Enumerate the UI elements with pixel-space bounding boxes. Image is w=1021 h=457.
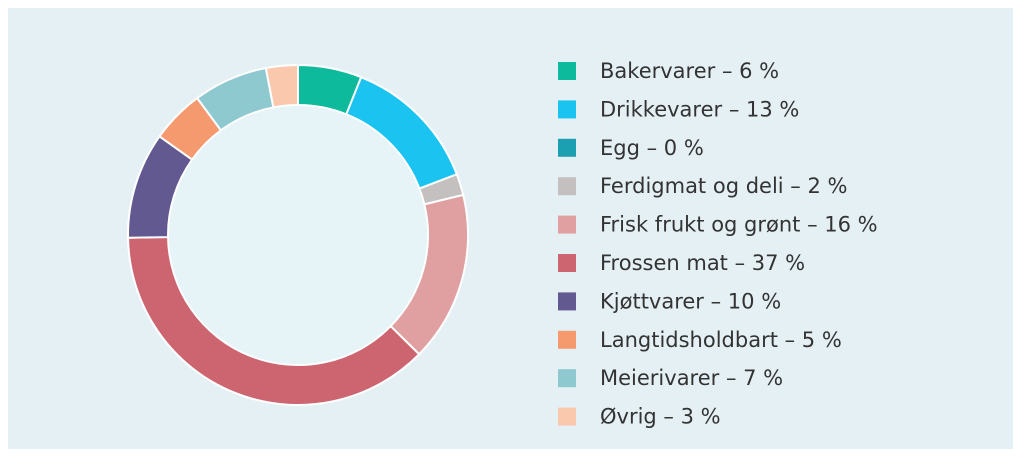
- legend-label: Ferdigmat og deli – 2 %: [600, 174, 847, 198]
- legend-label: Drikkevarer – 13 %: [600, 97, 799, 121]
- legend-label: Bakervarer – 6 %: [600, 59, 779, 83]
- legend-label: Frisk frukt og grønt – 16 %: [600, 213, 878, 237]
- legend-swatch: [558, 330, 576, 349]
- legend-swatch: [558, 177, 576, 196]
- legend-swatch: [558, 407, 576, 426]
- legend-swatch: [558, 369, 576, 388]
- legend-swatch: [558, 100, 576, 119]
- legend-label: Meierivarer – 7 %: [600, 366, 783, 390]
- slice: [264, 63, 299, 109]
- legend-label: Frossen mat – 37 %: [600, 251, 805, 275]
- legend-swatch: [558, 215, 576, 234]
- legend-swatch: [558, 292, 576, 311]
- legend-label: Øvrig – 3 %: [600, 405, 721, 429]
- legend-label: Langtidsholdbart – 5 %: [600, 328, 842, 352]
- legend-label: Kjøttvarer – 10 %: [600, 289, 781, 313]
- legend-swatch: [558, 138, 576, 157]
- legend-label: Egg – 0 %: [600, 136, 704, 160]
- donut-hole: [169, 106, 427, 364]
- legend-swatch: [558, 62, 576, 80]
- legend-swatch: [558, 254, 576, 272]
